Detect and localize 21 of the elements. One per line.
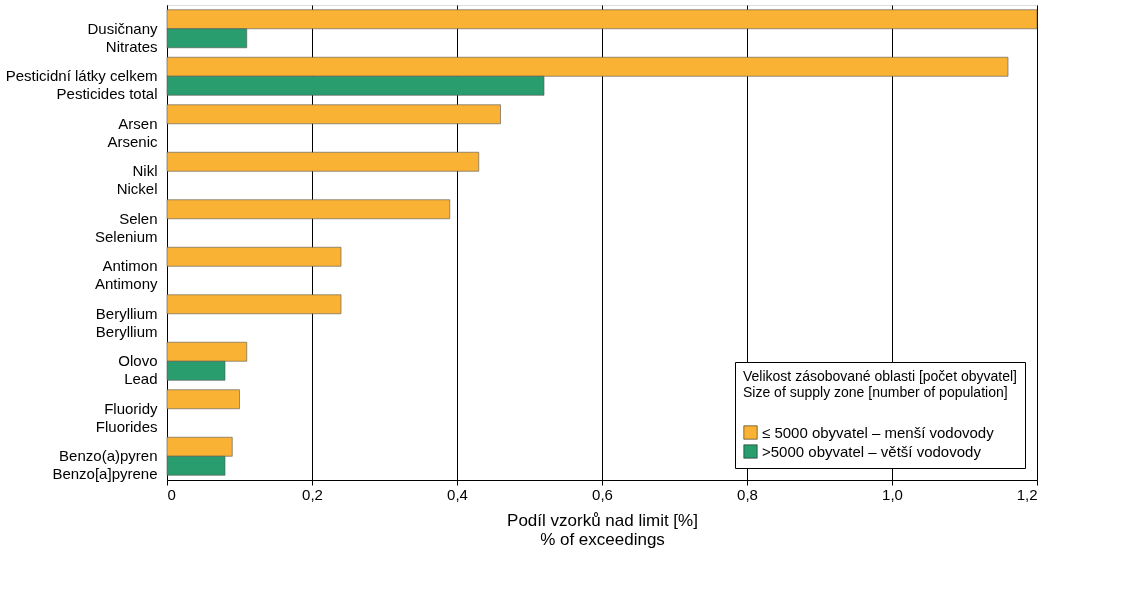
x-tick-label: 0,8 (737, 485, 758, 503)
legend-title: Velikost zásobované oblasti [počet obyvatel] Size of supply zone [number of population] (743, 368, 1017, 400)
y-tick-label: Arsen Arsenic (107, 114, 158, 150)
y-tick-label: Antimon Antimony (94, 257, 158, 293)
x-tick-label: 1,2 (1016, 485, 1038, 503)
legend-label: ≤ 5000 obyvatel – menší vodovody (762, 423, 995, 441)
y-tick-label: Olovo Lead (118, 352, 158, 388)
x-tick-label: 0 (167, 485, 176, 503)
x-tick-label: 1,0 (882, 485, 903, 503)
x-tick-label: 0,4 (447, 485, 468, 503)
x-tick-label: 0,6 (592, 485, 613, 503)
y-tick-label: Fluoridy Fluorides (95, 399, 158, 435)
x-tick-label: 0,2 (302, 485, 323, 503)
y-tick-label: Benzo(a)pyren Benzo[a]pyrene (52, 447, 158, 483)
y-tick-label: Nikl Nickel (116, 162, 158, 198)
x-axis-title: Podíl vzorků nad limit [%] % of exceedings (507, 510, 698, 549)
y-tick-label: Dusičnany Nitrates (87, 19, 158, 55)
y-tick-label: Pesticidní látky celkem Pesticides total (5, 67, 158, 103)
y-tick-label: Beryllium Beryllium (95, 304, 158, 340)
y-tick-label: Selen Selenium (94, 209, 158, 245)
legend-label: >5000 obyvatel – větší vodovody (762, 442, 982, 460)
